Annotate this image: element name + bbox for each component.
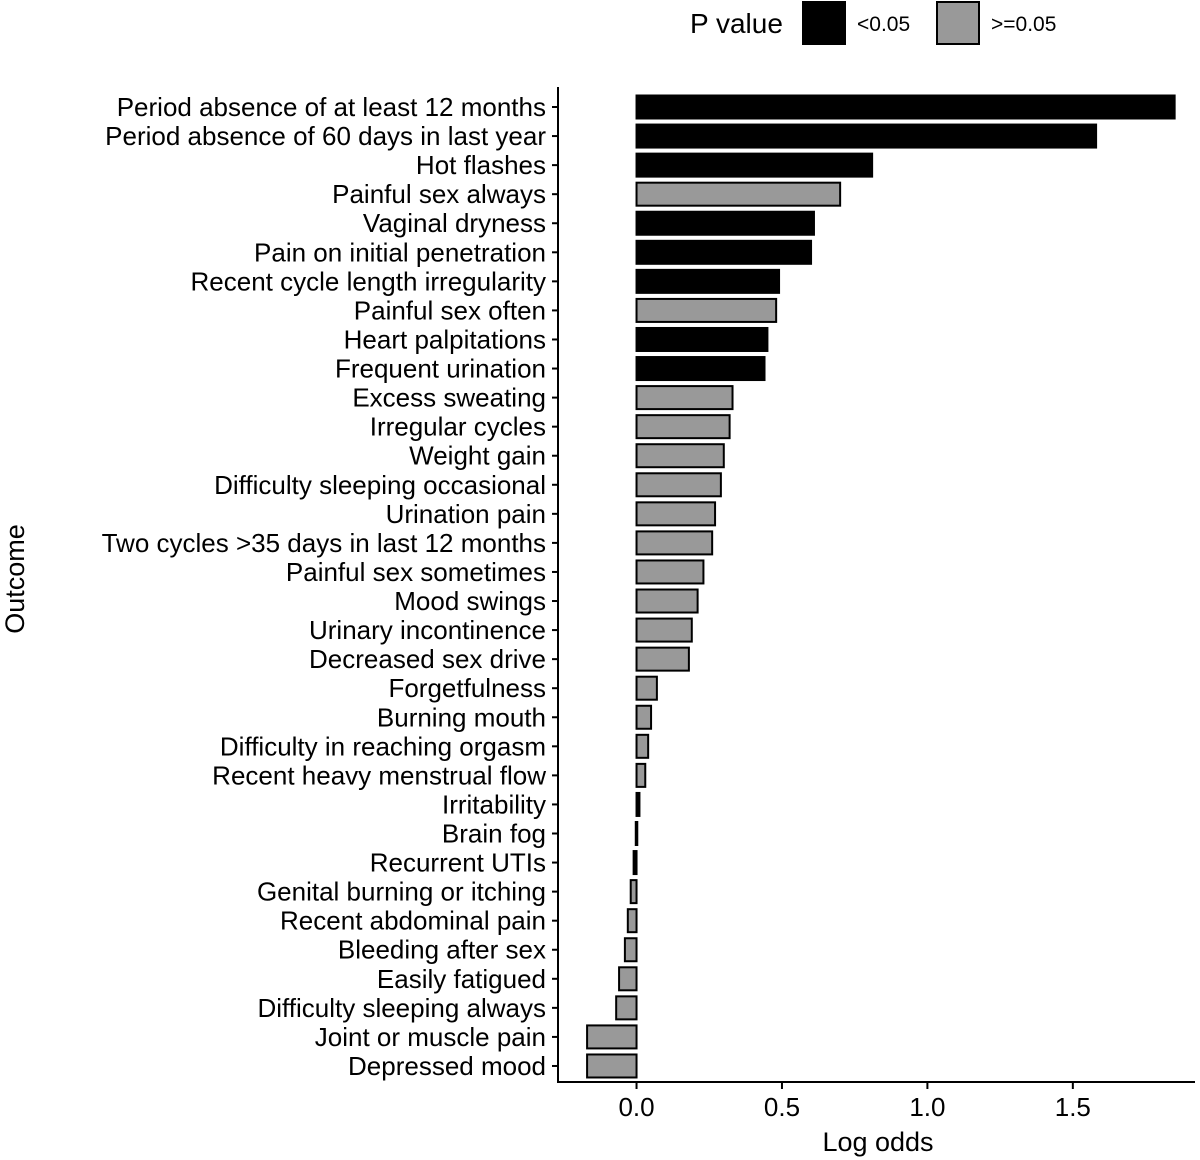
bar [635, 791, 641, 817]
bar [632, 850, 638, 876]
bar [623, 937, 638, 963]
y-tick-label: Two cycles >35 days in last 12 months [102, 528, 546, 558]
y-tick-label: Bleeding after sex [338, 935, 546, 965]
y-tick-label: Excess sweating [352, 383, 546, 413]
bar [635, 356, 766, 382]
bar [635, 123, 1098, 149]
legend-title: P value [690, 8, 783, 39]
y-tick-label: Mood swings [394, 586, 546, 616]
y-tick-label: Recurrent UTIs [370, 848, 546, 878]
y-tick-label: Decreased sex drive [309, 644, 546, 674]
y-tick-label: Irritability [442, 789, 546, 819]
bar [626, 908, 638, 934]
bar [635, 646, 690, 672]
x-tick-label: 1.5 [1055, 1092, 1091, 1122]
bar [635, 326, 769, 352]
x-tick-label: 0.5 [764, 1092, 800, 1122]
legend: P value <0.05 >=0.05 [690, 1, 1056, 45]
legend-swatch-sig [802, 1, 846, 45]
y-tick-labels: Period absence of at least 12 monthsPeri… [102, 92, 547, 1081]
y-tick-label: Depressed mood [348, 1051, 546, 1081]
bar [635, 675, 658, 701]
bar [635, 501, 717, 527]
y-tick-label: Brain fog [442, 819, 546, 849]
bar [586, 1053, 638, 1079]
y-tick-label: Recent abdominal pain [280, 906, 546, 936]
y-tick-label: Irregular cycles [370, 412, 546, 442]
x-tick-label: 1.0 [909, 1092, 945, 1122]
bar [615, 995, 638, 1021]
bar [634, 821, 639, 846]
legend-swatch-ns [936, 1, 980, 45]
bar [635, 268, 781, 294]
y-tick-label: Weight gain [409, 441, 546, 471]
y-tick-label: Vaginal dryness [363, 208, 546, 238]
bar [635, 414, 731, 440]
bar [635, 385, 734, 411]
bar [635, 181, 842, 207]
y-tick-label: Genital burning or itching [257, 877, 546, 907]
y-tick-label: Urination pain [386, 499, 546, 529]
y-tick-label: Joint or muscle pain [315, 1022, 546, 1052]
y-tick-label: Frequent urination [335, 354, 546, 384]
bar [635, 588, 699, 614]
bar [635, 443, 725, 469]
bar [635, 472, 722, 498]
bar [635, 530, 714, 556]
y-tick-label: Burning mouth [377, 702, 546, 732]
bar [635, 210, 815, 236]
y-tick-label: Heart palpitations [344, 324, 546, 354]
y-tick-label: Forgetfulness [388, 673, 546, 703]
y-tick-label: Difficulty in reaching orgasm [220, 731, 546, 761]
bar [635, 704, 653, 730]
x-tick-label: 0.0 [618, 1092, 654, 1122]
y-tick-label: Painful sex always [332, 179, 546, 209]
bar [618, 966, 638, 992]
y-tick-label: Pain on initial penetration [254, 237, 546, 267]
legend-label-sig: <0.05 [857, 13, 910, 36]
bar [635, 239, 813, 265]
bar [635, 559, 705, 585]
y-tick-label: Difficulty sleeping always [257, 993, 546, 1023]
bar [629, 879, 638, 905]
y-axis-title: Outcome [0, 524, 30, 634]
y-tick-label: Easily fatigued [377, 964, 546, 994]
y-tick-label: Recent cycle length irregularity [191, 266, 547, 296]
y-tick-label: Hot flashes [416, 150, 546, 180]
y-tick-label: Period absence of 60 days in last year [105, 121, 546, 151]
legend-label-ns: >=0.05 [991, 13, 1056, 36]
y-tick-label: Painful sex sometimes [286, 557, 546, 587]
bar [635, 152, 874, 178]
bar [635, 762, 647, 788]
y-tick-label: Recent heavy menstrual flow [212, 760, 546, 790]
x-axis-title: Log odds [822, 1127, 933, 1157]
x-ticks: 0.0 0.5 1.0 1.5 [618, 1082, 1091, 1122]
y-tick-label: Painful sex often [354, 295, 546, 325]
y-tick-label: Difficulty sleeping occasional [214, 470, 546, 500]
bar [586, 1024, 638, 1050]
bar [635, 94, 1176, 120]
bar [635, 733, 650, 759]
bars [586, 94, 1176, 1079]
bar [635, 617, 693, 643]
bar [635, 297, 778, 323]
y-tick-label: Urinary incontinence [309, 615, 546, 645]
y-tick-label: Period absence of at least 12 months [117, 92, 546, 122]
